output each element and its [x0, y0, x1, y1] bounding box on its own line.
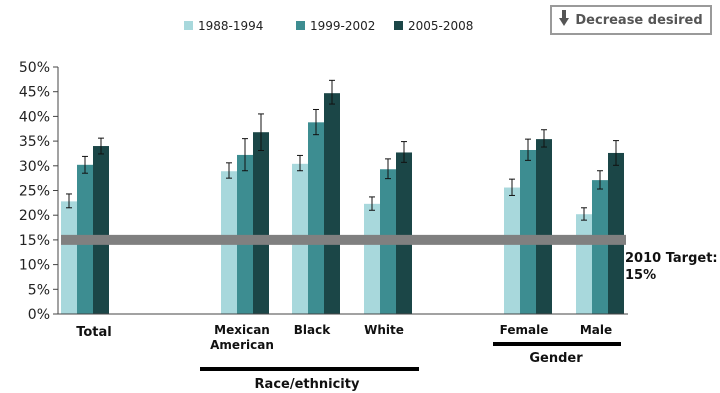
down-arrow-icon [559, 10, 570, 30]
y-tick-label: 5% [28, 282, 50, 298]
target-value-label: 15% [625, 268, 656, 283]
category-label: Mexican American [210, 323, 274, 352]
bar [608, 152, 624, 314]
bar [576, 214, 592, 314]
y-tick-label: 30% [19, 159, 50, 175]
group-label: Gender [529, 351, 583, 366]
target-label: 2010 Target: [625, 251, 718, 266]
y-tick-label: 40% [19, 109, 50, 125]
bar [364, 203, 380, 314]
group-label: Race/ethnicity [255, 377, 360, 392]
category-label-line: American [210, 338, 274, 352]
y-tick-label: 45% [19, 85, 50, 101]
y-tick-label: 10% [19, 258, 50, 274]
category-label: Male [580, 323, 612, 337]
y-tick-label: 0% [28, 307, 50, 323]
bar [396, 152, 412, 314]
category-label: Female [500, 323, 549, 337]
legend-swatch [184, 21, 193, 30]
legend-swatch [394, 21, 403, 30]
bar [536, 139, 552, 314]
y-tick-label: 35% [19, 134, 50, 150]
bar [504, 187, 520, 314]
decrease-desired-note: Decrease desired [550, 5, 712, 35]
legend-label: 1988-1994 [198, 19, 263, 33]
legend-label: 1999-2002 [310, 19, 375, 33]
bar [237, 154, 253, 314]
category-label: Black [294, 323, 331, 337]
category-label-line: Mexican [214, 323, 270, 337]
bar [308, 122, 324, 314]
bar [592, 180, 608, 314]
y-tick-label: 25% [19, 184, 50, 200]
y-tick-label: 20% [19, 208, 50, 224]
decrease-desired-label: Decrease desired [575, 12, 703, 28]
y-tick-label: 50% [19, 60, 50, 76]
bar [61, 201, 77, 314]
legend-swatch [296, 21, 305, 30]
bar [324, 93, 340, 314]
category-label: Total [76, 325, 112, 340]
bar [253, 132, 269, 314]
bar [93, 146, 109, 314]
category-label: White [364, 323, 404, 337]
y-tick-label: 15% [19, 233, 50, 249]
bar [520, 149, 536, 314]
legend-label: 2005-2008 [408, 19, 473, 33]
